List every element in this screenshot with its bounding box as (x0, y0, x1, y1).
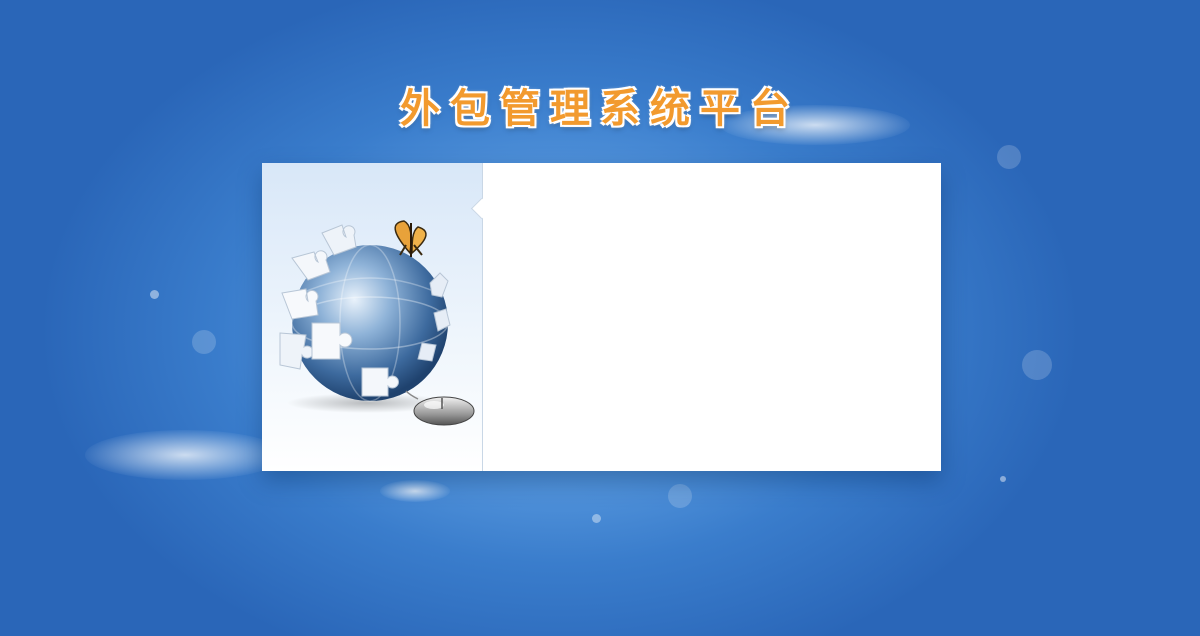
login-panel (262, 163, 941, 471)
bokeh-decoration (192, 330, 216, 354)
bokeh-decoration (592, 514, 601, 523)
bokeh-decoration (997, 145, 1021, 169)
cloud-decoration (85, 430, 285, 480)
bokeh-decoration (668, 484, 692, 508)
bokeh-decoration (1000, 476, 1006, 482)
illustration-pane (262, 163, 483, 471)
page-title: 外包管理系统平台 (400, 85, 800, 132)
bokeh-decoration (1022, 350, 1052, 380)
login-form-area (483, 163, 941, 471)
bokeh-decoration (150, 290, 159, 299)
cloud-decoration (720, 105, 910, 145)
globe-illustration (279, 220, 475, 426)
cloud-decoration (380, 480, 450, 502)
